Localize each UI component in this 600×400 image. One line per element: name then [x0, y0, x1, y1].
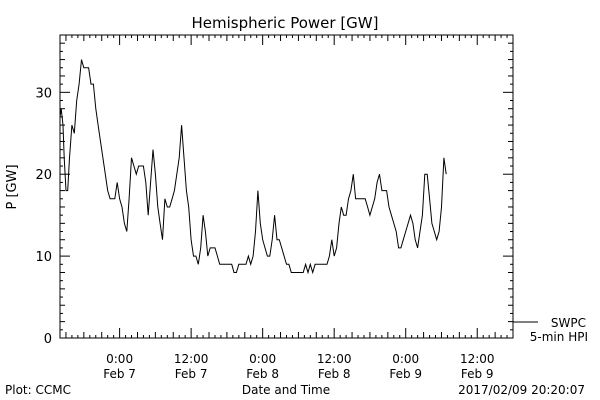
x-tick-label-time: 12:00 — [174, 352, 209, 366]
y-tick-label: 0 — [44, 332, 52, 347]
legend-label-5min-hpi: 5-min HPI — [530, 330, 588, 344]
footer-plot-credit: Plot: CCMC — [5, 383, 71, 397]
y-axis: 0 10 20 30 — [35, 42, 513, 347]
y-tick-label: 30 — [35, 86, 52, 101]
x-tick-label-date: Feb 7 — [103, 367, 136, 381]
x-tick-label-time: 0:00 — [249, 352, 276, 366]
legend-label-swpc: SWPC — [551, 316, 586, 330]
y-tick-label: 10 — [35, 250, 52, 265]
x-tick-label-date: Feb 8 — [246, 367, 279, 381]
x-tick-label-date: Feb 9 — [389, 367, 422, 381]
plot-frame — [59, 34, 514, 339]
legend: SWPC 5-min HPI — [513, 316, 588, 344]
chart-title: Hemispheric Power [GW] — [192, 14, 379, 32]
x-axis-label: Date and Time — [242, 383, 330, 397]
series-line-swpc — [59, 59, 447, 275]
x-tick-label-date: Feb 7 — [175, 367, 208, 381]
y-axis-label: P [GW] — [5, 164, 20, 209]
x-tick-label-time: 12:00 — [460, 352, 495, 366]
x-tick-label-time: 0:00 — [392, 352, 419, 366]
x-tick-label-time: 12:00 — [317, 352, 352, 366]
x-tick-label-date: Feb 9 — [461, 367, 494, 381]
x-tick-label-time: 0:00 — [106, 352, 133, 366]
x-tick-label-date: Feb 8 — [318, 367, 351, 381]
footer-timestamp: 2017/02/09 20:20:07 — [458, 383, 585, 397]
y-tick-label: 20 — [35, 168, 52, 183]
